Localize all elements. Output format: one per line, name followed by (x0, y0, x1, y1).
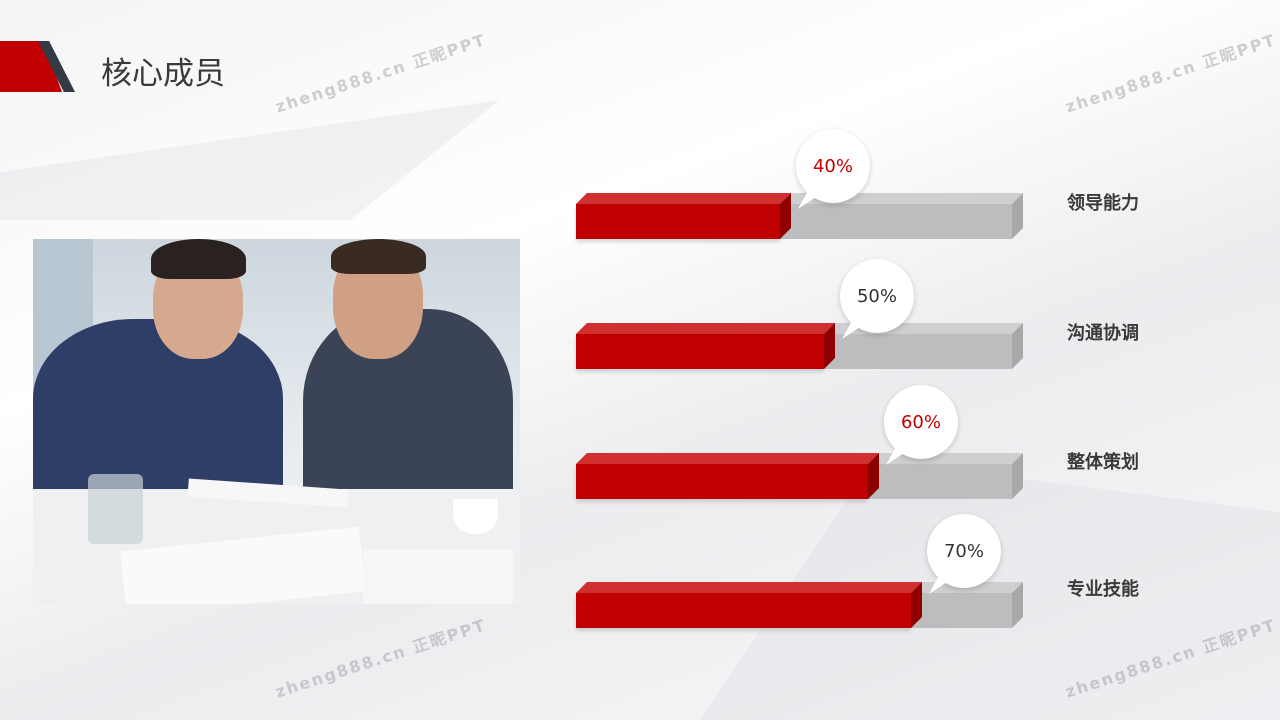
skill-bar-leadership (576, 193, 1023, 239)
value-label: 70% (943, 540, 984, 562)
value-label: 40% (812, 155, 853, 177)
value-bubble: 60% (884, 385, 958, 459)
skill-bar-communication (576, 323, 1023, 369)
value-bubble: 70% (927, 514, 1001, 588)
skill-bar-planning (576, 453, 1023, 499)
slide-title: 核心成员 (101, 56, 225, 92)
category-label: 领导能力 (1067, 193, 1139, 214)
watermark: zheng888.cn 正昵PPT (1062, 30, 1279, 117)
category-label: 沟通协调 (1067, 323, 1139, 344)
category-label: 专业技能 (1067, 579, 1139, 600)
watermark: zheng888.cn 正昵PPT (272, 615, 489, 702)
category-label: 整体策划 (1067, 452, 1139, 473)
value-bubble: 40% (796, 129, 870, 203)
watermark: zheng888.cn 正昵PPT (272, 30, 489, 117)
value-label: 60% (900, 411, 941, 433)
background-shape (0, 100, 500, 220)
business-meeting-photo (33, 239, 520, 604)
value-label: 50% (856, 285, 897, 307)
skill-bar-expertise (576, 582, 1023, 628)
value-bubble: 50% (840, 259, 914, 333)
